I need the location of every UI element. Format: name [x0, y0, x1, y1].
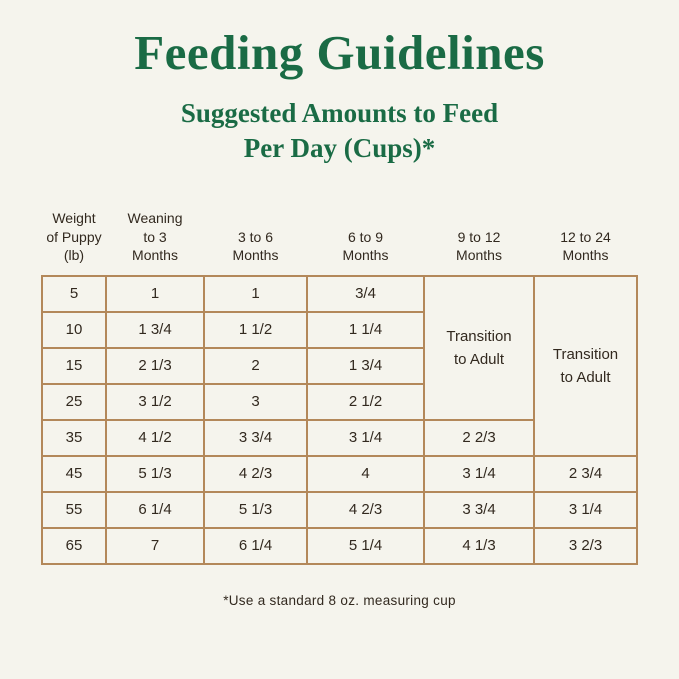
- table-row-weight-55: 55 6 1/4 5 1/3 4 2/3 3 3/4 3 1/4: [41, 490, 638, 529]
- header-weaning-to-3-months: Weaning to 3 Months: [127, 210, 183, 264]
- cell-9-to-12: 3 3/4: [423, 490, 535, 529]
- table-row-weight-5: 5 1 1 3/4 Transition to Adult Transition…: [41, 274, 638, 457]
- header-9-to-12-months: 9 to 12 Months: [456, 228, 502, 264]
- header-12-to-24-months: 12 to 24 Months: [560, 228, 611, 264]
- cell-6-to-9: 3 1/4: [306, 418, 425, 457]
- cell-6-to-9: 4: [306, 454, 425, 493]
- cell-weaning-to-3: 3 1/2: [105, 382, 205, 421]
- cell-6-to-9: 1 1/4: [306, 310, 425, 349]
- subtitle-line-1: Suggested Amounts to Feed: [180, 98, 499, 129]
- cell-weight: 65: [41, 526, 107, 565]
- cell-12-to-24: 3 1/4: [533, 490, 638, 529]
- transition-to-adult-cell-12-to-24: Transition to Adult: [533, 274, 638, 457]
- cell-3-to-6: 1 1/2: [203, 310, 308, 349]
- cell-weaning-to-3: 7: [105, 526, 205, 565]
- cell-weight: 15: [41, 346, 107, 385]
- footnote: *Use a standard 8 oz. measuring cup: [223, 592, 456, 608]
- cell-3-to-6: 3: [203, 382, 308, 421]
- cell-6-to-9: 3/4: [306, 274, 425, 313]
- cell-3-to-6: 5 1/3: [203, 490, 308, 529]
- table-row-weight-10: 10 1 3/4 1 1/2 1 1/4: [41, 310, 637, 349]
- cell-weaning-to-3: 6 1/4: [105, 490, 205, 529]
- cell-3-to-6: 2: [203, 346, 308, 385]
- cell-3-to-6: 1: [203, 274, 308, 313]
- cell-weight: 25: [41, 382, 107, 421]
- cell-6-to-9: 1 3/4: [306, 346, 425, 385]
- cell-9-to-12: 3 1/4: [423, 454, 535, 493]
- cell-weaning-to-3: 1 3/4: [105, 310, 205, 349]
- cell-weaning-to-3: 2 1/3: [105, 346, 205, 385]
- cell-weaning-to-3: 5 1/3: [105, 454, 205, 493]
- header-weight-of-puppy: Weight of Puppy (lb): [46, 210, 102, 264]
- table-row-weight-35: 35 4 1/2 3 3/4 3 1/4 2 2/3: [41, 418, 637, 457]
- cell-12-to-24: 2 3/4: [533, 454, 638, 493]
- table-row-weight-15: 15 2 1/3 2 1 3/4: [41, 346, 637, 385]
- cell-weaning-to-3: 1: [105, 274, 205, 313]
- cell-9-to-12: 2 2/3: [423, 418, 535, 457]
- cell-weight: 10: [41, 310, 107, 349]
- feeding-table: Weight of Puppy (lb) Weaning to 3 Months…: [41, 209, 638, 565]
- subtitle-line-2: Per Day (Cups)*: [243, 132, 436, 163]
- cell-6-to-9: 5 1/4: [306, 526, 425, 565]
- table-row-weight-65: 65 7 6 1/4 5 1/4 4 1/3 3 2/3: [41, 526, 638, 565]
- header-row: Weight of Puppy (lb) Weaning to 3 Months…: [42, 209, 637, 275]
- table-row-weight-25: 25 3 1/2 3 2 1/2: [41, 382, 637, 421]
- cell-12-to-24: 3 2/3: [533, 526, 638, 565]
- cell-weight: 35: [41, 418, 107, 457]
- cell-3-to-6: 3 3/4: [203, 418, 308, 457]
- cell-weight: 55: [41, 490, 107, 529]
- page-title: Feeding Guidelines: [134, 25, 545, 80]
- cell-weight: 5: [41, 274, 107, 313]
- cell-weaning-to-3: 4 1/2: [105, 418, 205, 457]
- transition-to-adult-cell-9-to-12: Transition to Adult: [423, 274, 535, 421]
- cell-6-to-9: 4 2/3: [306, 490, 425, 529]
- header-3-to-6-months: 3 to 6 Months: [232, 228, 279, 264]
- header-6-to-9-months: 6 to 9 Months: [342, 228, 389, 264]
- page-subtitle: Suggested Amounts to Feed Per Day (Cups)…: [0, 96, 679, 165]
- table-row-weight-45: 45 5 1/3 4 2/3 4 3 1/4 2 3/4: [41, 454, 638, 493]
- cell-3-to-6: 6 1/4: [203, 526, 308, 565]
- cell-6-to-9: 2 1/2: [306, 382, 425, 421]
- cell-9-to-12: 4 1/3: [423, 526, 535, 565]
- cell-weight: 45: [41, 454, 107, 493]
- cell-3-to-6: 4 2/3: [203, 454, 308, 493]
